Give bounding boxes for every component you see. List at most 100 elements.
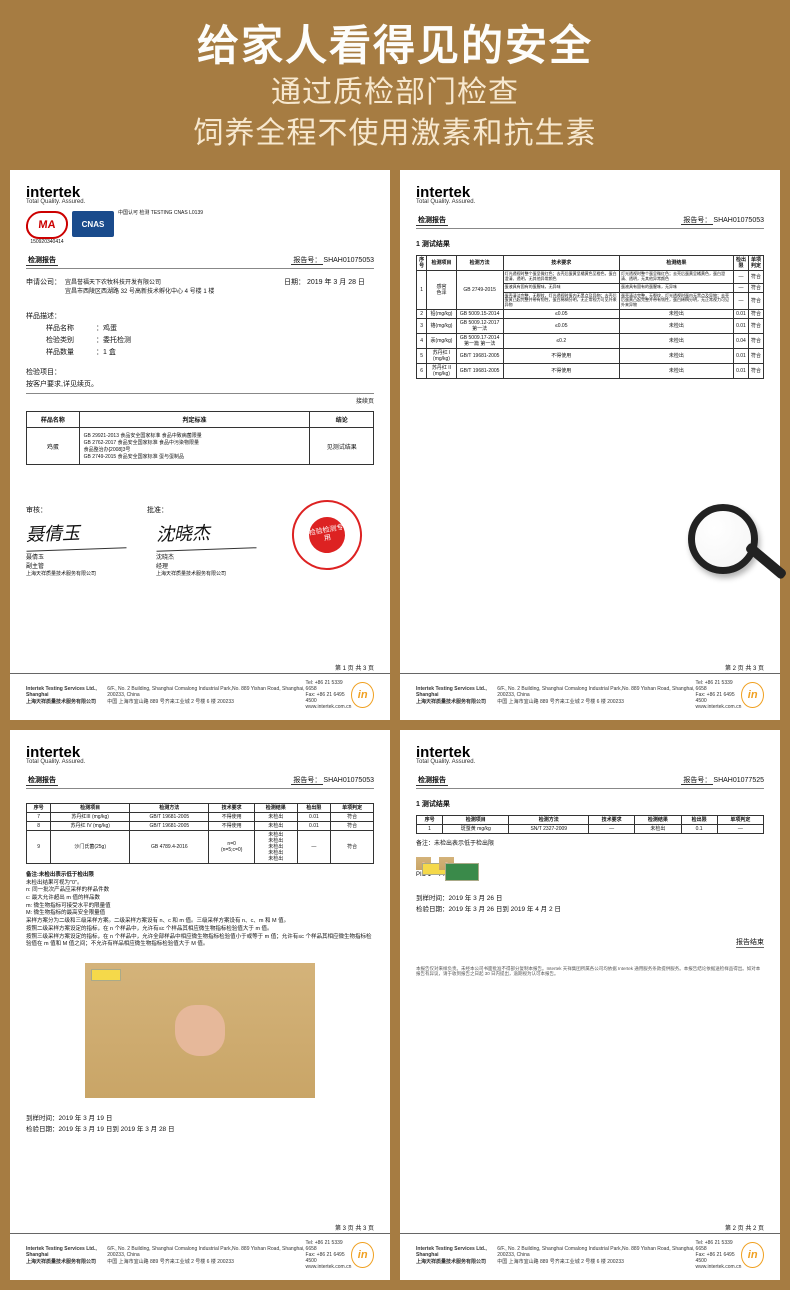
results-table: 序号检测项目检测方法技术要求检测结果检出限单项判定 1 斑蝥黄 mg/kg SN… [416, 815, 764, 834]
date-test-label: 检验日期： [26, 1126, 59, 1133]
brand-tagline: Total Quality. Assured. [26, 199, 374, 205]
sample-photo-1 [416, 857, 431, 870]
cma-badge: MA [25, 211, 69, 239]
results-table: 序号检测项目检测方法技术要求检测结果检出限单项判定 1感官色泽GB 2749-2… [416, 255, 764, 379]
th: 序号 [417, 256, 427, 271]
doc-footer: Intertek Testing Services Ltd., Shanghai… [10, 673, 390, 720]
stamp-text: 检验检测专用 [306, 514, 348, 556]
approve-label: 批准： [147, 505, 168, 515]
cma-code: 150920340414 [26, 239, 68, 245]
notes-section: 备注:未检出表示低于检出限 未检出结果可视为"0"。n: 同一批次产品应采样的样… [26, 872, 374, 949]
results-table: 序号检测项目检测方法技术要求检测结果检出限单项判定 7苏丹红III (mg/kg… [26, 803, 374, 864]
note: 备注：未检出表示低于检出限 [416, 838, 764, 847]
kv-v: ：委托检测 [96, 335, 131, 345]
title-sub2: 饲养全程不使用激素和抗生素 [0, 114, 790, 155]
brand-tagline: Total Quality. Assured. [416, 759, 764, 765]
kv-v: ：鸡蛋 [96, 323, 117, 333]
td-name: 鸡蛋 [27, 428, 80, 465]
report-doc-3: intertek Total Quality. Assured. 检测报告 报告… [10, 730, 390, 1280]
review-label: 审核： [26, 505, 47, 515]
notes-title: 备注:未检出表示低于检出限 [26, 872, 374, 880]
signer-title: 经理 [156, 561, 256, 570]
td: — [589, 825, 635, 834]
proj-val: 按客户要求,详见续页。 [26, 377, 374, 394]
footer-addr: 6/F., No. 2 Building, Shanghai Comalong … [497, 686, 695, 705]
pager: 第 2 页 共 3 页 [725, 663, 764, 672]
result-end-label: 报告结束 [736, 937, 764, 948]
kv-k: 样品名称 [46, 323, 96, 333]
footer-org-en: Intertek Testing Services Ltd., Shanghai [26, 1246, 107, 1258]
td: 1 [417, 825, 443, 834]
signature-1: 聂倩玉 [25, 517, 126, 551]
report-no: SHAH01075053 [713, 217, 764, 224]
photo-tag-yellow [91, 969, 121, 981]
applicant: 宜昌誉福天下农牧科技开发有限公司 宜昌市西陵区西湖路 32 号高新技术孵化中心 … [65, 277, 214, 295]
footer-tel: Tel: +86 21 5339 6658 Fax: +86 21 6495 4… [306, 1240, 352, 1270]
sample-desc-label: 样品描述： [26, 311, 374, 321]
footer-tel: Tel: +86 21 5339 6658 Fax: +86 21 6495 4… [306, 680, 352, 710]
report-doc-2: intertek Total Quality. Assured. 检测报告 报告… [400, 170, 780, 720]
signer-name: 沈晓杰 [156, 552, 256, 561]
report-no: SHAH01075053 [323, 777, 374, 784]
footer-org-cn: 上海天祥质量技术服务有限公司 [416, 1258, 497, 1265]
th: 检出限 [733, 256, 748, 271]
cnas-info: 中国认可 检测 TESTING CNAS L0139 [118, 211, 203, 217]
report-label: 检测报告 [416, 215, 448, 226]
brand-tagline: Total Quality. Assured. [416, 199, 764, 205]
footer-addr: 6/F., No. 2 Building, Shanghai Comalong … [107, 686, 305, 705]
report-label: 检测报告 [26, 775, 58, 786]
footer-tel: Tel: +86 21 5339 6658 Fax: +86 21 6495 4… [696, 1240, 742, 1270]
standards-table: 样品名称 判定标准 结论 鸡蛋 GB 29921-2013 食品安全国家标准 食… [26, 411, 374, 465]
accreditation-badges: MA 150920340414 CNAS 中国认可 检测 TESTING CNA… [26, 211, 374, 245]
report-no-label: 报告号： [681, 777, 713, 785]
report-no: SHAH01077525 [713, 777, 764, 784]
title-sub1: 通过质检部门检查 [0, 73, 790, 114]
in-logo-icon: in [351, 682, 374, 708]
doc-footer: Intertek Testing Services Ltd., Shanghai… [10, 1233, 390, 1280]
doc-footer: Intertek Testing Services Ltd., Shanghai… [400, 1233, 780, 1280]
td: SN/T 2327-2009 [509, 825, 589, 834]
footer-addr: 6/F., No. 2 Building, Shanghai Comalong … [107, 1246, 305, 1265]
report-doc-1: intertek Total Quality. Assured. MA 1509… [10, 170, 390, 720]
date-test: 2019 年 3 月 26 日到 2019 年 4 月 2 日 [449, 906, 561, 913]
in-logo-icon: in [351, 1242, 374, 1268]
signer-name: 聂倩玉 [26, 552, 126, 561]
footer-org-en: Intertek Testing Services Ltd., Shanghai [416, 1246, 497, 1258]
kv-k: 检验类别 [46, 335, 96, 345]
footer-org-cn: 上海天祥质量技术服务有限公司 [26, 698, 107, 705]
applicant-label: 申请公司： [26, 277, 61, 295]
td-stds: GB 29921-2013 食品安全国家标准 食品中致病菌限量 GB 2762-… [79, 428, 310, 465]
date-test-label: 检验日期： [416, 906, 449, 913]
section-title: 1 测试结果 [416, 799, 764, 809]
date: 2019 年 3 月 28 日 [307, 279, 365, 286]
cnas-badge: CNAS [72, 211, 114, 237]
sample-photo-2 [439, 857, 454, 870]
signer-org: 上海天祥质量技术服务有限公司 [26, 570, 126, 577]
in-logo-icon: in [741, 682, 764, 708]
footer-org-en: Intertek Testing Services Ltd., Shanghai [26, 686, 107, 698]
footer-org-cn: 上海天祥质量技术服务有限公司 [416, 698, 497, 705]
report-label: 检测报告 [26, 255, 58, 266]
brand-tagline: Total Quality. Assured. [26, 759, 374, 765]
report-no: SHAH01075053 [323, 257, 374, 264]
td: — [717, 825, 763, 834]
signature-2: 沈晓杰 [155, 517, 256, 551]
td: 未检出 [635, 825, 681, 834]
report-no-label: 报告号： [291, 257, 323, 265]
th: 单项判定 [749, 256, 764, 271]
th: 结论 [310, 412, 374, 428]
report-label: 检测报告 [416, 775, 448, 786]
signer-title: 副主管 [26, 561, 126, 570]
date-rcv: 2019 年 3 月 26 日 [449, 895, 503, 902]
signer-org: 上海天祥质量技术服务有限公司 [156, 570, 256, 577]
th: 检测方法 [456, 256, 503, 271]
pager: 第 1 页 共 3 页 [335, 663, 374, 672]
pager: 第 2 页 共 2 页 [725, 1223, 764, 1232]
footer-org-cn: 上海天祥质量技术服务有限公司 [26, 1258, 107, 1265]
continued: 接续页 [26, 396, 374, 405]
date-rcv-label: 到样时间： [416, 895, 449, 902]
report-doc-4: intertek Total Quality. Assured. 检测报告 报告… [400, 730, 780, 1280]
th: 检测项目 [427, 256, 456, 271]
footer-org-en: Intertek Testing Services Ltd., Shanghai [416, 686, 497, 698]
th: 检测结果 [619, 256, 733, 271]
